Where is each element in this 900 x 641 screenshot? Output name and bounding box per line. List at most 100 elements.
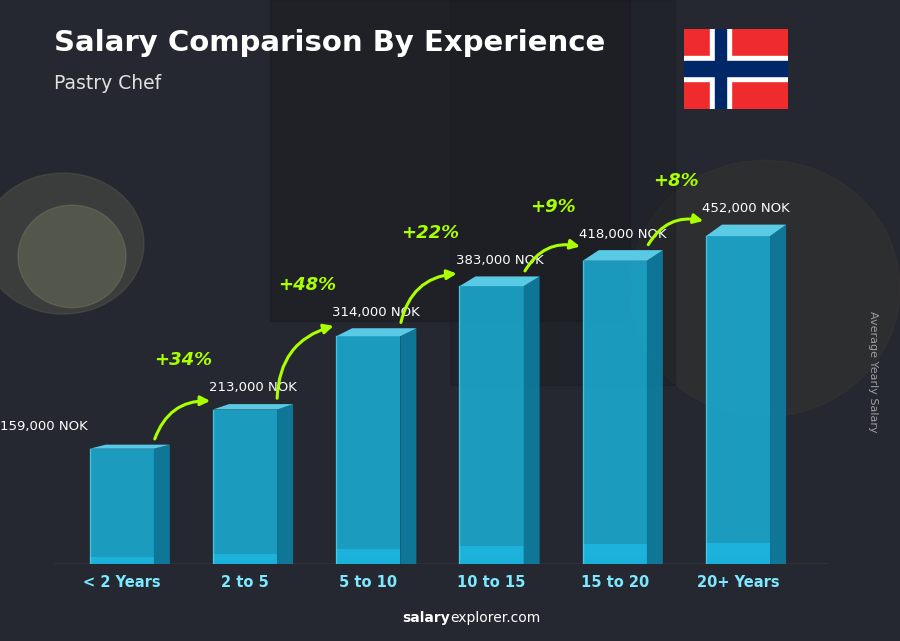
Polygon shape (460, 555, 524, 564)
Polygon shape (213, 556, 277, 561)
Polygon shape (582, 549, 647, 560)
Polygon shape (337, 550, 400, 558)
Polygon shape (582, 547, 647, 557)
Text: Salary Comparison By Experience: Salary Comparison By Experience (54, 29, 605, 57)
Polygon shape (213, 554, 277, 560)
Polygon shape (706, 547, 770, 558)
Polygon shape (706, 547, 770, 558)
Ellipse shape (0, 173, 144, 314)
Polygon shape (337, 551, 400, 559)
Polygon shape (582, 250, 662, 261)
Polygon shape (706, 550, 770, 561)
Text: explorer.com: explorer.com (450, 611, 540, 625)
Polygon shape (213, 557, 277, 562)
Text: +9%: +9% (530, 197, 576, 215)
Polygon shape (213, 554, 277, 560)
Polygon shape (90, 559, 154, 563)
Polygon shape (706, 552, 770, 563)
Polygon shape (706, 553, 770, 564)
Polygon shape (90, 560, 154, 564)
Polygon shape (90, 560, 154, 563)
Polygon shape (706, 544, 770, 554)
Text: 159,000 NOK: 159,000 NOK (0, 420, 87, 433)
Polygon shape (90, 560, 154, 563)
Polygon shape (460, 276, 540, 286)
Polygon shape (582, 549, 647, 560)
Polygon shape (460, 548, 524, 558)
Polygon shape (337, 550, 400, 558)
Polygon shape (706, 236, 770, 564)
Polygon shape (706, 551, 770, 562)
Text: +34%: +34% (154, 351, 212, 369)
Polygon shape (90, 558, 154, 562)
Polygon shape (460, 552, 524, 561)
Polygon shape (706, 547, 770, 558)
Polygon shape (706, 549, 770, 560)
Polygon shape (213, 555, 277, 560)
Polygon shape (213, 558, 277, 563)
Polygon shape (337, 556, 400, 563)
Polygon shape (337, 551, 400, 558)
Polygon shape (706, 548, 770, 559)
Polygon shape (460, 551, 524, 560)
Polygon shape (460, 551, 524, 560)
Polygon shape (706, 550, 770, 561)
Polygon shape (337, 555, 400, 563)
Polygon shape (706, 547, 770, 558)
Polygon shape (582, 553, 647, 563)
Polygon shape (90, 558, 154, 562)
Polygon shape (213, 554, 277, 559)
Text: Average Yearly Salary: Average Yearly Salary (868, 311, 878, 433)
Polygon shape (460, 554, 524, 563)
Polygon shape (213, 558, 277, 563)
Ellipse shape (630, 160, 900, 417)
Polygon shape (706, 546, 770, 557)
Polygon shape (582, 551, 647, 561)
Polygon shape (582, 553, 647, 563)
Polygon shape (90, 558, 154, 562)
Polygon shape (213, 554, 277, 560)
Polygon shape (706, 552, 770, 563)
Polygon shape (213, 556, 277, 562)
Polygon shape (582, 547, 647, 558)
Polygon shape (337, 553, 400, 561)
Bar (710, 29, 731, 109)
Polygon shape (213, 555, 277, 560)
Polygon shape (582, 552, 647, 562)
Bar (684, 62, 788, 76)
Polygon shape (213, 556, 277, 561)
Polygon shape (337, 555, 400, 563)
Polygon shape (582, 554, 647, 563)
Bar (715, 29, 726, 109)
Polygon shape (460, 553, 524, 562)
Polygon shape (460, 551, 524, 560)
Polygon shape (460, 553, 524, 562)
Polygon shape (213, 556, 277, 562)
Polygon shape (90, 558, 154, 562)
Text: Pastry Chef: Pastry Chef (54, 74, 161, 93)
Text: +8%: +8% (653, 172, 699, 190)
Polygon shape (460, 547, 524, 556)
Polygon shape (582, 548, 647, 558)
Polygon shape (460, 547, 524, 557)
Polygon shape (213, 410, 277, 564)
Polygon shape (337, 556, 400, 564)
Text: +48%: +48% (277, 276, 336, 294)
Polygon shape (460, 547, 524, 556)
Polygon shape (582, 553, 647, 562)
Polygon shape (582, 553, 647, 563)
Polygon shape (524, 276, 540, 564)
Polygon shape (582, 549, 647, 559)
Polygon shape (706, 549, 770, 560)
Polygon shape (90, 558, 154, 562)
Polygon shape (337, 556, 400, 563)
Polygon shape (213, 554, 277, 559)
Polygon shape (400, 328, 417, 564)
Polygon shape (582, 554, 647, 564)
Polygon shape (90, 557, 154, 561)
Polygon shape (90, 558, 154, 562)
Polygon shape (460, 554, 524, 563)
Polygon shape (706, 553, 770, 563)
Polygon shape (337, 552, 400, 559)
Polygon shape (90, 559, 154, 563)
